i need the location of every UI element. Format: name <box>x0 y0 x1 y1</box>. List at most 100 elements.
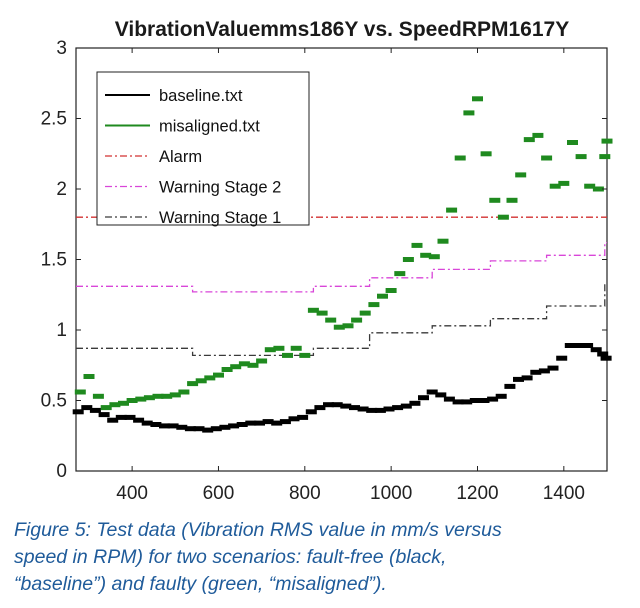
misaligned-point <box>299 352 311 358</box>
x-tick-label: 1400 <box>543 483 585 504</box>
baseline-point <box>513 376 524 382</box>
misaligned-point <box>515 172 527 178</box>
misaligned-point <box>601 138 613 144</box>
baseline-point <box>133 417 145 423</box>
baseline-point <box>573 343 585 348</box>
misaligned-point <box>446 207 458 213</box>
baseline-point <box>400 403 412 409</box>
baseline-point <box>236 422 248 427</box>
y-tick-label: 2.5 <box>41 109 67 130</box>
baseline-point <box>271 420 283 426</box>
misaligned-point <box>428 254 440 260</box>
misaligned-point <box>394 271 406 277</box>
baseline-point <box>349 405 360 411</box>
baseline-point <box>202 427 214 433</box>
misaligned-point <box>195 378 207 384</box>
baseline-point <box>366 407 378 413</box>
baseline-point <box>193 426 205 432</box>
baseline-point <box>98 412 110 418</box>
baseline-point <box>478 398 490 403</box>
misaligned-point <box>359 310 371 316</box>
baseline-point <box>487 396 499 402</box>
misaligned-point <box>109 402 121 408</box>
figure-caption: Figure 5: Test data (Vibration RMS value… <box>14 517 626 598</box>
baseline-point <box>210 426 222 432</box>
baseline-point <box>297 414 309 420</box>
misaligned-point <box>290 345 302 351</box>
misaligned-point <box>238 361 250 367</box>
legend: baseline.txt misaligned.txt Alarm Warning S… <box>96 71 310 227</box>
reference-lines <box>76 216 607 357</box>
baseline-point <box>357 406 369 412</box>
misaligned-point <box>558 180 570 186</box>
misaligned-point <box>368 302 380 308</box>
y-tick-label: 1 <box>56 320 67 341</box>
baseline-point <box>469 398 481 403</box>
chart-svg: VibrationValuemms186Y vs. SpeedRPM1617Y … <box>41 18 613 504</box>
misaligned-point <box>152 393 164 399</box>
misaligned-point <box>463 110 475 116</box>
misaligned-point <box>204 375 216 381</box>
baseline-point <box>409 400 421 406</box>
baseline-point <box>461 399 473 405</box>
x-tick-label: 1000 <box>370 483 412 504</box>
y-tick-label: 1.5 <box>41 250 67 271</box>
misaligned-point <box>169 392 181 398</box>
baseline-point <box>331 402 343 408</box>
misaligned-point <box>599 154 611 160</box>
misaligned-point <box>126 398 138 403</box>
baseline-point <box>115 414 127 420</box>
baseline-point <box>435 392 447 398</box>
baseline-point <box>184 426 196 432</box>
misaligned-point <box>247 362 259 368</box>
baseline-point <box>305 409 317 415</box>
baseline-point <box>426 389 438 395</box>
misaligned-point <box>420 252 432 258</box>
misaligned-point <box>523 137 535 143</box>
misaligned-point <box>135 396 147 402</box>
baseline-point <box>107 417 119 423</box>
baseline-point <box>530 369 542 375</box>
baseline-point <box>600 355 612 361</box>
baseline-point <box>495 393 507 399</box>
legend-label-alarm: Alarm <box>159 148 202 166</box>
misaligned-point <box>351 317 363 323</box>
legend-box <box>96 71 310 226</box>
legend-label-warning-stage-2: Warning Stage 2 <box>159 179 281 197</box>
misaligned-point <box>187 381 199 387</box>
x-tick-label: 600 <box>203 483 235 504</box>
baseline-point <box>219 424 231 430</box>
axis-ticks: 400 600 800 1000 1200 1400 0 0.5 1 1.5 2 2.5 3 <box>41 38 607 504</box>
x-tick-label: 400 <box>116 483 148 504</box>
misaligned-point <box>74 389 86 395</box>
misaligned-point <box>411 242 423 248</box>
baseline-point <box>254 420 265 426</box>
baseline-point <box>245 420 257 426</box>
misaligned-point <box>549 183 561 189</box>
legend-label-misaligned: misaligned.txt <box>159 118 260 136</box>
legend-label-baseline: baseline.txt <box>159 87 243 105</box>
misaligned-point <box>143 395 155 401</box>
misaligned-point <box>342 323 354 329</box>
misaligned-point <box>472 96 483 102</box>
misaligned-point <box>282 352 293 358</box>
misaligned-point <box>333 324 345 330</box>
y-tick-label: 0 <box>56 461 67 482</box>
baseline-point <box>556 355 568 361</box>
baseline-point <box>590 347 602 353</box>
baseline-point <box>124 414 136 420</box>
warning-stage-2-line <box>76 241 607 293</box>
misaligned-point <box>256 358 268 364</box>
misaligned-point <box>489 197 501 203</box>
y-tick-label: 3 <box>56 38 67 59</box>
baseline-point <box>374 407 386 413</box>
misaligned-point <box>230 364 242 370</box>
baseline-point <box>228 423 240 429</box>
misaligned-point <box>497 214 509 220</box>
baseline-point <box>159 423 170 429</box>
misaligned-point <box>161 393 173 399</box>
misaligned-point <box>575 154 587 160</box>
caption-line-1: Figure 5: Test data (Vibration RMS value… <box>14 519 502 541</box>
legend-label-warning-stage-1: Warning Stage 1 <box>159 209 281 227</box>
misaligned-point <box>92 393 104 399</box>
